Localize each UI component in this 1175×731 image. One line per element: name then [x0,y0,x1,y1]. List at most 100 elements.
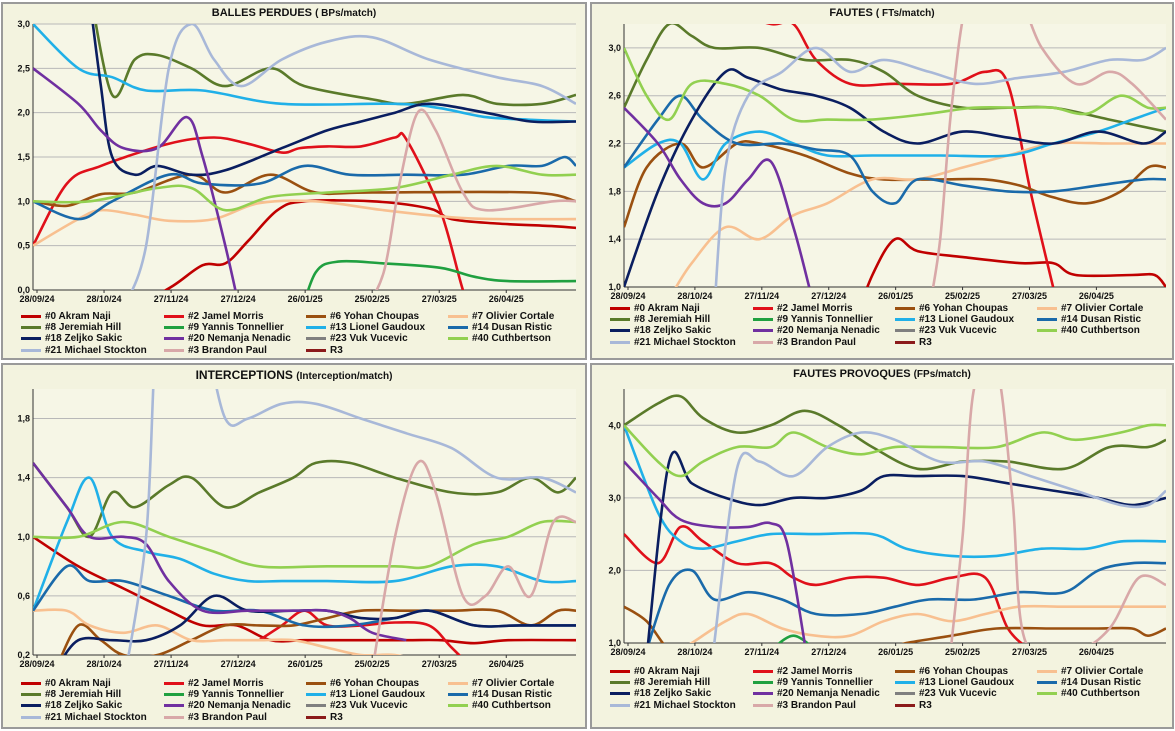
legend-label: #20 Nemanja Nenadic [188,700,291,712]
legend-label: #2 Jamel Morris [188,310,264,322]
x-tick-label: 28/10/24 [87,294,122,304]
series-line--6-yohan-choupas [624,605,1166,643]
legend-item: #9 Yannis Tonnellier [164,688,284,700]
y-tick-label: 1,5 [17,152,30,162]
x-tick-label: 27/03/25 [422,294,457,304]
legend-label: #6 Yohan Choupas [330,677,420,689]
legend-item: #20 Nemanja Nenadic [164,700,291,712]
legend-label: #9 Yannis Tonnellier [188,321,284,333]
legend-item: #13 Lionel Gaudoux [895,676,1014,688]
x-tick-label: 28/10/24 [87,659,122,669]
legend-swatch [610,692,630,696]
y-tick-label: 0,6 [17,591,30,601]
y-tick-label: 1,8 [608,186,621,196]
series-line--2-jamel-morris [624,524,1024,643]
legend-label: #2 Jamel Morris [777,302,853,314]
legend-label: #18 Zeljko Sakic [634,325,712,337]
legend-swatch [1037,669,1057,673]
legend-item: #6 Yohan Choupas [306,677,419,689]
legend-item: #7 Olivier Cortale [1037,302,1143,314]
legend-item: #13 Lionel Gaudoux [306,321,425,333]
legend-label: #20 Nemanja Nenadic [777,688,880,700]
legend-swatch [306,337,326,341]
series-line--0-akram-naji [865,237,1166,287]
legend-label: #8 Jeremiah Hill [634,313,711,325]
legend-swatch [164,337,184,341]
x-tick-label: 28/09/24 [610,647,645,657]
x-tick-label: 27/11/24 [154,659,189,669]
legend-swatch [448,337,468,341]
y-tick-label: 0,5 [17,241,30,251]
series-line--20-nemanja-nenadic [624,106,811,287]
x-tick-label: 26/04/25 [1079,291,1114,301]
legend-item: #3 Brandon Paul [753,336,856,348]
legend-item: #40 Cuthbertson [1037,688,1140,700]
series-line--18-zeljko-sakic [646,450,1166,643]
legend-label: #0 Akram Naji [634,302,700,314]
legend-label: #21 Michael Stockton [45,344,147,356]
chart-legend: #0 Akram Naji #2 Jamel Morris #6 Yohan Cho… [592,302,1172,358]
legend-swatch [306,704,326,708]
legend-label: #18 Zeljko Sakic [634,688,712,700]
legend-item: #0 Akram Naji [21,310,111,322]
chart-svg: 0,0 0,5 1,0 1,5 2,0 2,5 3,0 28/09/24 28/10/24 27/… [17,19,576,304]
x-tick-label: 27/03/25 [422,659,457,669]
legend-swatch [448,681,468,685]
legend-swatch [164,704,184,708]
legend-swatch [1037,692,1057,696]
chart-panel-fautes-provoques: FAUTES PROVOQUES (FPs/match) 1,0 2,0 3,0 4,0… [590,363,1174,729]
y-tick-label: 3,0 [17,19,30,29]
legend-swatch [895,680,915,684]
legend-label: #7 Olivier Cortale [1061,665,1144,677]
series-line--8-jeremiah-hill [624,394,1166,471]
series-line--8-jeremiah-hill [33,459,576,539]
legend-swatch [21,325,41,329]
legend-label: #40 Cuthbertson [472,700,551,712]
series-line--18-zeljko-sakic [624,68,1166,287]
legend-swatch [448,314,468,318]
chart-unit: ( FTs/match) [875,8,935,19]
legend-swatch [895,692,915,696]
legend-item: #21 Michael Stockton [610,336,736,348]
legend-label: #6 Yohan Choupas [919,665,1009,677]
legend-label: #23 Vuk Vucevic [919,325,997,337]
legend-item: #9 Yannis Tonnellier [753,676,873,688]
series-line--7-olivier-cortale [33,608,404,655]
legend-swatch [306,348,326,352]
x-tick-label: 27/03/25 [1012,647,1047,657]
legend-item: #3 Brandon Paul [164,711,267,723]
chart-unit: (Interception/match) [296,371,393,382]
legend-swatch [753,692,773,696]
legend-swatch [164,348,184,352]
series-line--3-brandon-paul [375,108,576,290]
series-line--6-yohan-choupas [60,608,576,655]
chart-svg: 1,0 1,4 1,8 2,2 2,6 3,0 28/09/24 28/10/24 27/11/… [608,24,1166,301]
legend-swatch [895,306,915,310]
legend-label: #20 Nemanja Nenadic [188,333,291,345]
x-tick-label: 27/12/24 [811,291,846,301]
y-tick-label: 4,0 [608,420,621,430]
legend-item: #23 Vuk Vucevic [895,688,997,700]
x-tick-label: 27/11/24 [745,291,780,301]
legend-item: #40 Cuthbertson [448,333,551,345]
y-tick-label: 1,8 [17,414,30,424]
y-tick-label: 1,0 [608,282,621,292]
series-line--14-dusan-ristic [647,561,1166,643]
legend-item: #14 Dusan Ristic [448,688,552,700]
y-tick-label: 3,0 [608,493,621,503]
chart-unit: (FPs/match) [913,369,971,380]
series-line--40-cuthbertson [33,164,576,212]
legend-swatch [610,703,630,707]
series-line--40-cuthbertson [33,519,576,570]
legend-item: #20 Nemanja Nenadic [753,688,880,700]
legend-swatch [610,680,630,684]
x-tick-label: 25/02/25 [945,647,980,657]
legend-swatch [21,348,41,352]
legend-label: #3 Brandon Paul [777,336,856,348]
legend-item: #40 Cuthbertson [1037,325,1140,337]
legend-label: #21 Michael Stockton [634,336,736,348]
x-tick-label: 28/10/24 [677,647,712,657]
legend-swatch [1037,317,1057,321]
legend-item: #6 Yohan Choupas [306,310,419,322]
legend-label: #18 Zeljko Sakic [45,700,123,712]
